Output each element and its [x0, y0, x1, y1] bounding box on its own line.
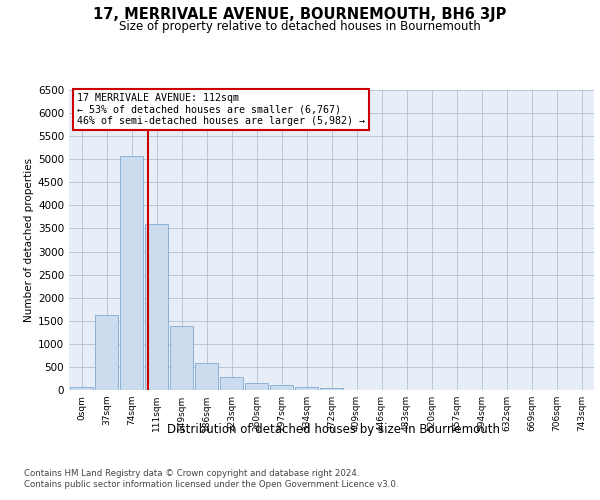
- Bar: [269, 385, 293, 390]
- Text: Contains public sector information licensed under the Open Government Licence v3: Contains public sector information licen…: [24, 480, 398, 489]
- Bar: [220, 376, 244, 390]
- Bar: [170, 326, 193, 390]
- Text: Distribution of detached houses by size in Bournemouth: Distribution of detached houses by size …: [167, 422, 500, 436]
- Bar: [245, 384, 268, 390]
- Bar: [320, 388, 343, 390]
- Text: Size of property relative to detached houses in Bournemouth: Size of property relative to detached ho…: [119, 20, 481, 33]
- Bar: [194, 363, 218, 390]
- Bar: [145, 224, 169, 390]
- Bar: [70, 387, 94, 390]
- Bar: [295, 386, 319, 390]
- Text: 17, MERRIVALE AVENUE, BOURNEMOUTH, BH6 3JP: 17, MERRIVALE AVENUE, BOURNEMOUTH, BH6 3…: [94, 8, 506, 22]
- Y-axis label: Number of detached properties: Number of detached properties: [24, 158, 34, 322]
- Bar: [95, 315, 118, 390]
- Bar: [119, 156, 143, 390]
- Text: Contains HM Land Registry data © Crown copyright and database right 2024.: Contains HM Land Registry data © Crown c…: [24, 469, 359, 478]
- Text: 17 MERRIVALE AVENUE: 112sqm
← 53% of detached houses are smaller (6,767)
46% of : 17 MERRIVALE AVENUE: 112sqm ← 53% of det…: [77, 93, 365, 126]
